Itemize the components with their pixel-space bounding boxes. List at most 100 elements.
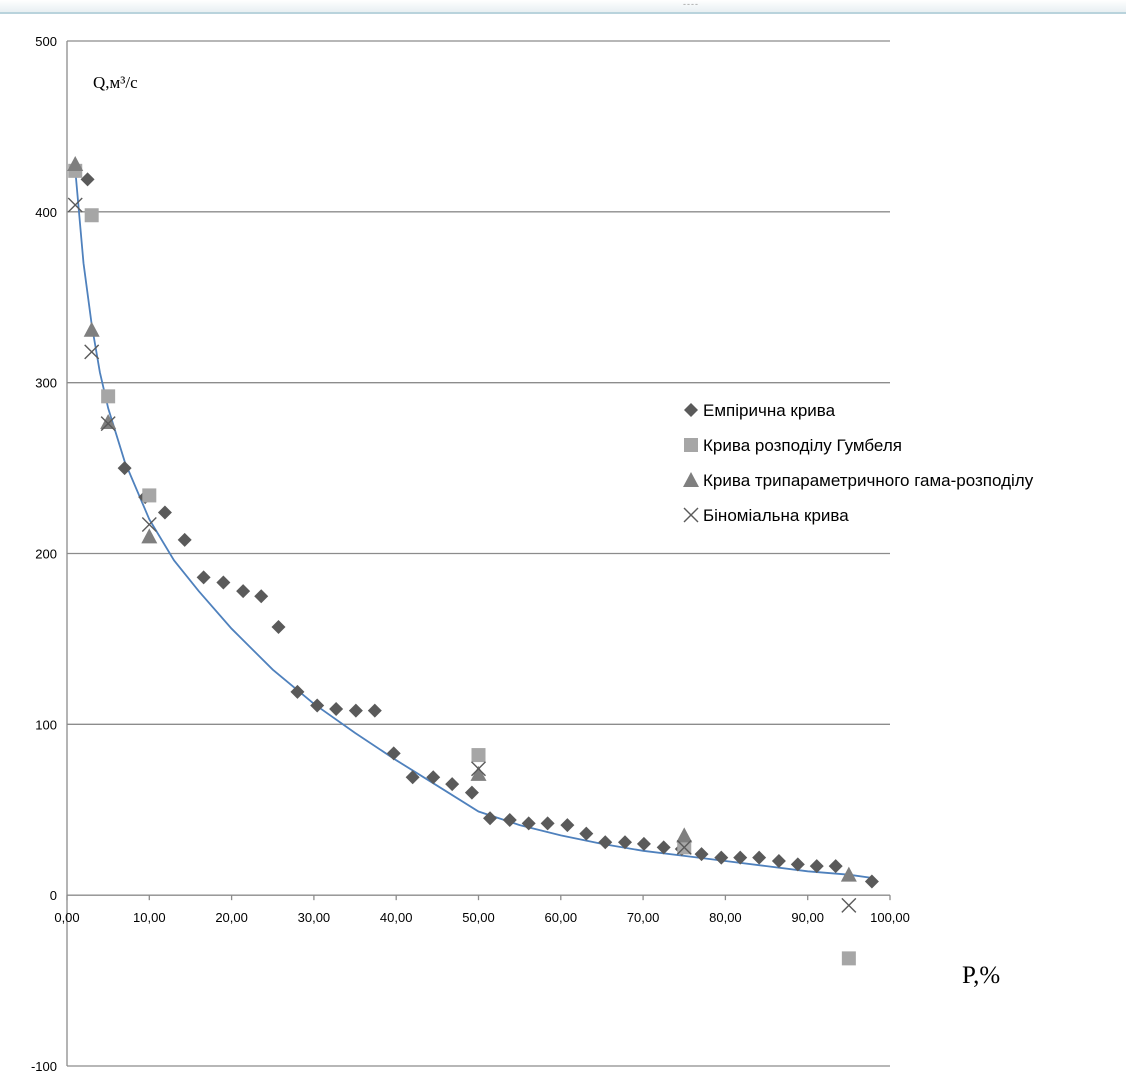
point-square [84, 208, 99, 223]
legend-marker-square [684, 438, 698, 452]
point-triangle [470, 765, 487, 781]
legend-marker-diamond [684, 403, 698, 417]
point-diamond [271, 619, 286, 634]
point-diamond [521, 816, 536, 831]
point-diamond [790, 857, 805, 872]
axes [66, 41, 891, 1066]
y-tick-label: -100 [31, 1059, 57, 1074]
point-diamond [426, 770, 441, 785]
point-diamond [254, 589, 269, 604]
point-diamond [828, 859, 843, 874]
point-x [676, 839, 692, 855]
point-diamond [80, 172, 95, 187]
point-diamond [540, 816, 555, 831]
point-diamond [290, 684, 305, 699]
x-stroke [141, 516, 157, 532]
point-diamond [617, 835, 632, 850]
point-diamond [157, 505, 172, 520]
point-diamond [310, 698, 325, 713]
point-diamond [656, 840, 671, 855]
point-diamond [196, 570, 211, 585]
data-markers [67, 156, 879, 966]
y-tick-label: 200 [35, 547, 57, 562]
x-stroke [100, 416, 116, 432]
point-diamond [348, 703, 363, 718]
point-diamond [752, 850, 767, 865]
point-x [841, 897, 857, 913]
legend-label: Крива трипараметричного гама-розподілу [703, 471, 1034, 490]
x-stroke [676, 839, 692, 855]
x-tick-label: 100,00 [870, 910, 910, 925]
x-tick-label: 0,00 [54, 910, 79, 925]
point-diamond [502, 813, 517, 827]
point-diamond [771, 854, 786, 868]
tick-labels: 500 400 300 200 100 0 -100 0,00 10,00 20,00 30,00 4… [31, 34, 910, 1074]
x-stroke [841, 897, 857, 913]
gridlines [67, 40, 890, 1067]
point-diamond [177, 532, 192, 547]
point-x [100, 416, 116, 432]
point-diamond [445, 777, 460, 792]
point-diamond [714, 850, 729, 865]
point-diamond [367, 703, 382, 718]
point-square [471, 748, 486, 763]
y-tick-label: 400 [35, 205, 57, 220]
x-tick-label: 40,00 [380, 910, 413, 925]
legend-label: Біноміальна крива [703, 506, 849, 525]
point-diamond [117, 461, 132, 476]
point-diamond [579, 826, 594, 841]
point-diamond [216, 575, 231, 590]
point-square [101, 389, 116, 404]
point-diamond [598, 835, 613, 850]
window-top-strip [0, 0, 1126, 14]
y-tick-label: 300 [35, 376, 57, 391]
legend: Емпірична крива Крива розподілу Гумбеля Кр… [683, 401, 1034, 525]
x-tick-label: 10,00 [133, 910, 166, 925]
point-diamond [386, 746, 401, 761]
point-x [67, 197, 83, 213]
point-diamond [560, 818, 575, 833]
point-triangle [840, 866, 857, 882]
legend-marker-x [683, 507, 699, 523]
point-triangle [83, 321, 100, 337]
point-diamond [636, 836, 651, 851]
point-diamond [864, 874, 879, 889]
point-square [841, 951, 856, 966]
point-diamond [694, 847, 709, 862]
x-tick-label: 20,00 [215, 910, 248, 925]
legend-marker-triangle [683, 472, 699, 487]
point-diamond [483, 811, 498, 826]
point-diamond [236, 584, 251, 599]
x-tick-label: 70,00 [627, 910, 660, 925]
x-tick-label: 60,00 [545, 910, 578, 925]
x-tick-label: 50,00 [462, 910, 495, 925]
point-diamond [809, 859, 824, 874]
x-axis-title: P,% [962, 962, 1000, 989]
point-triangle [676, 827, 693, 843]
point-x [471, 761, 486, 777]
top-marker-text: ---- [683, 0, 699, 9]
x-tick-label: 30,00 [298, 910, 331, 925]
point-diamond [405, 770, 420, 785]
legend-label: Крива розподілу Гумбеля [703, 436, 902, 455]
point-diamond [329, 701, 344, 716]
x-tick-label: 80,00 [709, 910, 742, 925]
point-triangle [141, 528, 158, 544]
legend-label: Емпірична крива [703, 401, 836, 420]
point-x [84, 344, 100, 360]
y-tick-label: 500 [35, 34, 57, 49]
point-diamond [464, 785, 479, 800]
point-diamond [733, 850, 748, 865]
x-tick-label: 90,00 [791, 910, 824, 925]
point-x [141, 516, 157, 532]
y-axis-title: Q,м³/с [93, 73, 138, 92]
x-stroke [471, 761, 486, 777]
point-triangle [100, 413, 117, 429]
x-stroke [683, 507, 699, 523]
y-tick-label: 100 [35, 717, 57, 732]
point-square [142, 488, 157, 503]
y-tick-label: 0 [50, 888, 57, 903]
x-stroke [67, 197, 83, 213]
point-triangle [67, 156, 84, 171]
